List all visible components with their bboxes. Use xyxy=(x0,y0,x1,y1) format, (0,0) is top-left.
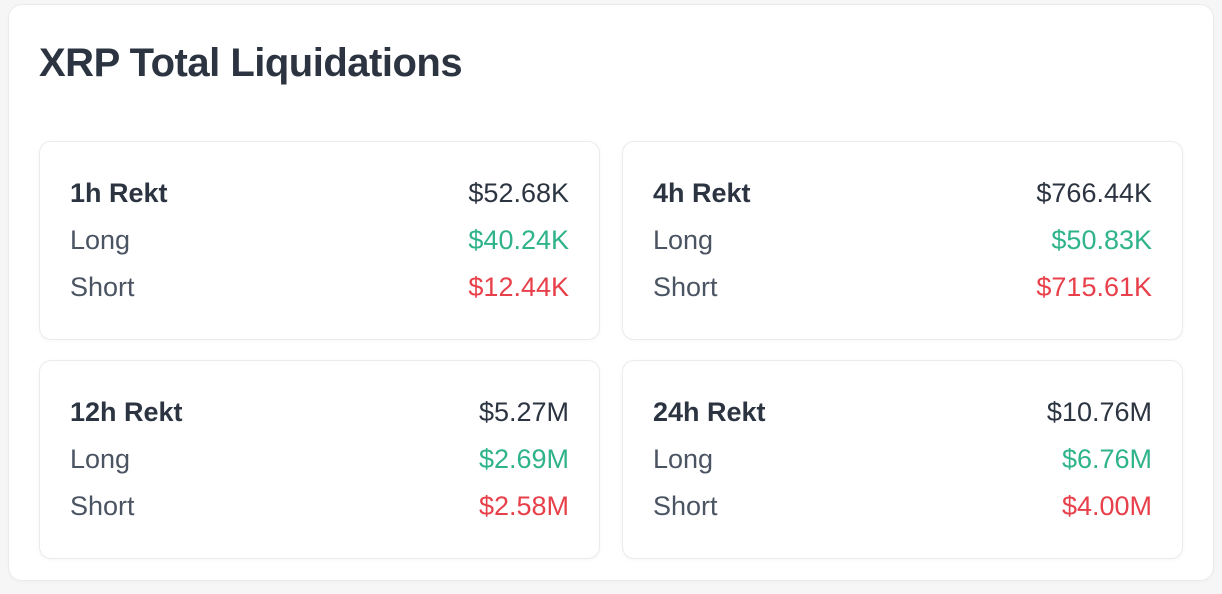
short-label: Short xyxy=(653,491,718,521)
short-value: $4.00M xyxy=(1061,491,1152,521)
long-label: Long xyxy=(653,225,714,255)
long-value: $2.69M xyxy=(478,444,569,474)
short-value: $715.61K xyxy=(1036,272,1152,302)
long-row: Long $6.76M xyxy=(653,436,1152,483)
long-label: Long xyxy=(70,444,131,474)
short-row: Short $715.61K xyxy=(653,264,1152,311)
period-label: 24h Rekt xyxy=(653,397,766,427)
period-label: 4h Rekt xyxy=(653,178,751,208)
liquidations-panel: XRP Total Liquidations 1h Rekt $52.68K L… xyxy=(8,4,1214,581)
total-value: $766.44K xyxy=(1036,178,1152,208)
stat-card-4h: 4h Rekt $766.44K Long $50.83K Short $715… xyxy=(622,141,1183,340)
long-value: $40.24K xyxy=(468,225,569,255)
long-row: Long $2.69M xyxy=(70,436,569,483)
short-label: Short xyxy=(70,491,135,521)
long-row: Long $50.83K xyxy=(653,217,1152,264)
page-title: XRP Total Liquidations xyxy=(39,41,463,85)
short-label: Short xyxy=(653,272,718,302)
long-value: $6.76M xyxy=(1061,444,1152,474)
total-value: $5.27M xyxy=(478,397,569,427)
short-label: Short xyxy=(70,272,135,302)
short-value: $12.44K xyxy=(468,272,569,302)
period-label: 1h Rekt xyxy=(70,178,168,208)
total-row: 12h Rekt $5.27M xyxy=(70,389,569,436)
long-value: $50.83K xyxy=(1051,225,1152,255)
stat-card-12h: 12h Rekt $5.27M Long $2.69M Short $2.58M xyxy=(39,360,600,559)
long-label: Long xyxy=(653,444,714,474)
stat-card-1h: 1h Rekt $52.68K Long $40.24K Short $12.4… xyxy=(39,141,600,340)
total-row: 24h Rekt $10.76M xyxy=(653,389,1152,436)
stat-card-24h: 24h Rekt $10.76M Long $6.76M Short $4.00… xyxy=(622,360,1183,559)
stats-grid: 1h Rekt $52.68K Long $40.24K Short $12.4… xyxy=(39,141,1183,559)
total-row: 4h Rekt $766.44K xyxy=(653,170,1152,217)
total-value: $52.68K xyxy=(468,178,569,208)
short-row: Short $12.44K xyxy=(70,264,569,311)
short-value: $2.58M xyxy=(478,491,569,521)
total-row: 1h Rekt $52.68K xyxy=(70,170,569,217)
period-label: 12h Rekt xyxy=(70,397,183,427)
total-value: $10.76M xyxy=(1046,397,1152,427)
short-row: Short $4.00M xyxy=(653,483,1152,530)
long-label: Long xyxy=(70,225,131,255)
long-row: Long $40.24K xyxy=(70,217,569,264)
short-row: Short $2.58M xyxy=(70,483,569,530)
